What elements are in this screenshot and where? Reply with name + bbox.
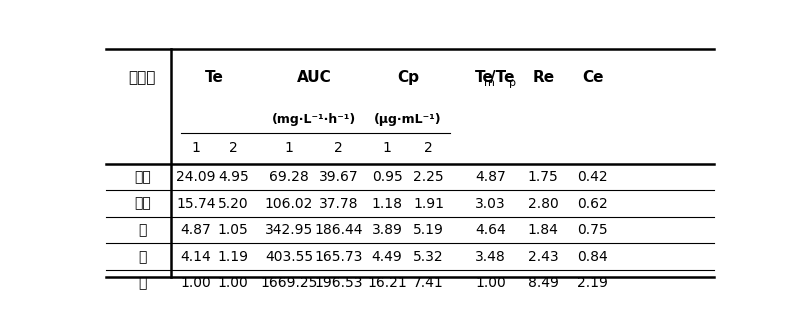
Text: AUC: AUC (297, 70, 331, 85)
Text: 0.95: 0.95 (372, 170, 402, 184)
Text: Re: Re (532, 70, 554, 85)
Text: 186.44: 186.44 (314, 223, 363, 237)
Text: 5.32: 5.32 (414, 250, 444, 264)
Text: 肆: 肆 (138, 250, 146, 264)
Text: 0.84: 0.84 (578, 250, 608, 264)
Text: 4.87: 4.87 (181, 223, 211, 237)
Text: 2.19: 2.19 (578, 276, 608, 290)
Text: 2: 2 (424, 141, 433, 155)
Text: 1: 1 (382, 141, 391, 155)
Text: 肌肉: 肌肉 (134, 197, 150, 211)
Text: 2.80: 2.80 (528, 197, 558, 211)
Text: 心脏: 心脏 (134, 170, 150, 184)
Text: 5.19: 5.19 (413, 223, 444, 237)
Text: 1: 1 (192, 141, 201, 155)
Text: 1.75: 1.75 (528, 170, 558, 184)
Text: 106.02: 106.02 (265, 197, 314, 211)
Text: 0.62: 0.62 (578, 197, 608, 211)
Text: 1.05: 1.05 (218, 223, 249, 237)
Text: Te: Te (475, 70, 494, 85)
Text: 肝: 肝 (138, 223, 146, 237)
Text: 3.89: 3.89 (372, 223, 402, 237)
Text: 165.73: 165.73 (314, 250, 363, 264)
Text: 15.74: 15.74 (176, 197, 216, 211)
Text: 3.03: 3.03 (475, 197, 506, 211)
Text: 2.43: 2.43 (528, 250, 558, 264)
Text: m: m (485, 78, 495, 88)
Text: 196.53: 196.53 (314, 276, 363, 290)
Text: 1: 1 (285, 141, 294, 155)
Text: 5.20: 5.20 (218, 197, 249, 211)
Text: 0.75: 0.75 (578, 223, 608, 237)
Text: 39.67: 39.67 (319, 170, 358, 184)
Text: (μg·mL⁻¹): (μg·mL⁻¹) (374, 113, 442, 126)
Text: 16.21: 16.21 (367, 276, 407, 290)
Text: 1.91: 1.91 (413, 197, 444, 211)
Text: 1.00: 1.00 (475, 276, 506, 290)
Text: 4.95: 4.95 (218, 170, 249, 184)
Text: Ce: Ce (582, 70, 604, 85)
Text: p: p (510, 78, 516, 88)
Text: Te: Te (206, 70, 224, 85)
Text: 1.19: 1.19 (218, 250, 249, 264)
Text: 4.49: 4.49 (372, 250, 402, 264)
Text: 1.18: 1.18 (371, 197, 402, 211)
Text: 69.28: 69.28 (270, 170, 309, 184)
Text: /Te: /Te (490, 70, 514, 85)
Text: 3.48: 3.48 (475, 250, 506, 264)
Text: 403.55: 403.55 (265, 250, 313, 264)
Text: 1669.25: 1669.25 (261, 276, 318, 290)
Text: Cp: Cp (397, 70, 419, 85)
Text: (mg·L⁻¹·h⁻¹): (mg·L⁻¹·h⁻¹) (272, 113, 356, 126)
Text: 靶器官: 靶器官 (129, 70, 156, 85)
Text: 4.87: 4.87 (475, 170, 506, 184)
Text: 2: 2 (229, 141, 238, 155)
Text: 2.25: 2.25 (414, 170, 444, 184)
Text: 1.84: 1.84 (528, 223, 558, 237)
Text: 0.42: 0.42 (578, 170, 608, 184)
Text: 4.14: 4.14 (181, 250, 211, 264)
Text: 1.00: 1.00 (218, 276, 249, 290)
Text: 8.49: 8.49 (528, 276, 558, 290)
Text: 7.41: 7.41 (414, 276, 444, 290)
Text: 24.09: 24.09 (176, 170, 216, 184)
Text: 1.00: 1.00 (181, 276, 211, 290)
Text: 342.95: 342.95 (265, 223, 314, 237)
Text: 肺: 肺 (138, 276, 146, 290)
Text: 37.78: 37.78 (319, 197, 358, 211)
Text: 4.64: 4.64 (475, 223, 506, 237)
Text: 2: 2 (334, 141, 343, 155)
